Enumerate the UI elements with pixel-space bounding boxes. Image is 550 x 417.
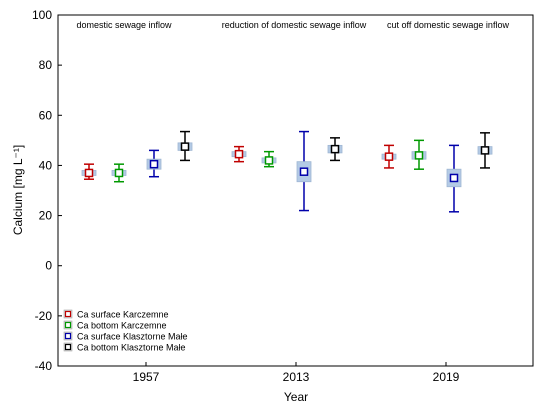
x-axis: 1957 2013 2019: [133, 362, 460, 384]
y-tick-label: 100: [32, 8, 52, 22]
mean-marker: [449, 173, 459, 183]
mean-marker: [480, 146, 490, 155]
legend-swatch: [64, 321, 72, 329]
y-tick-label: -40: [35, 359, 53, 373]
mean-marker: [149, 159, 159, 169]
mean-marker: [299, 167, 309, 176]
legend-swatch: [64, 310, 72, 318]
y-axis: -40 -20 0 20 40 60 80 100: [32, 8, 62, 373]
annotations: domestic sewage inflow reduction of domes…: [76, 20, 509, 30]
legend-swatch: [64, 343, 72, 351]
y-axis-title: Calcium [mg L⁻¹]: [11, 145, 25, 235]
series-layer: [81, 130, 493, 213]
series-3: [146, 130, 462, 213]
x-axis-title: Year: [284, 390, 308, 404]
era-annotation: cut off domestic sewage inflow: [387, 20, 509, 30]
legend-label: Ca surface Karczemne: [77, 310, 169, 320]
series-2: [111, 139, 427, 183]
era-annotation: reduction of domestic sewage inflow: [222, 20, 367, 30]
mean-marker: [180, 142, 190, 151]
x-tick-label: 2019: [433, 370, 460, 384]
y-tick-label: 20: [39, 209, 53, 223]
y-tick-label: 0: [45, 259, 52, 273]
legend-swatch: [64, 332, 72, 340]
legend-label: Ca bottom Klasztorne Małe: [77, 343, 186, 353]
mean-marker: [264, 156, 274, 165]
y-tick-label: 80: [39, 58, 53, 72]
series-1: [81, 144, 397, 180]
y-tick-label: -20: [35, 309, 53, 323]
mean-marker: [330, 144, 340, 154]
era-annotation: domestic sewage inflow: [76, 20, 172, 30]
x-tick-label: 1957: [133, 370, 160, 384]
mean-marker: [414, 151, 424, 160]
mean-marker: [384, 152, 394, 161]
y-tick-label: 40: [39, 158, 53, 172]
mean-marker: [234, 149, 244, 159]
x-tick-label: 2013: [283, 370, 310, 384]
legend-label: Ca bottom Karczemne: [77, 321, 167, 331]
mean-marker: [84, 168, 94, 178]
y-tick-label: 60: [39, 108, 53, 122]
legend-label: Ca surface Klasztorne Małe: [77, 332, 188, 342]
series-4: [177, 130, 493, 169]
mean-marker: [114, 168, 124, 178]
